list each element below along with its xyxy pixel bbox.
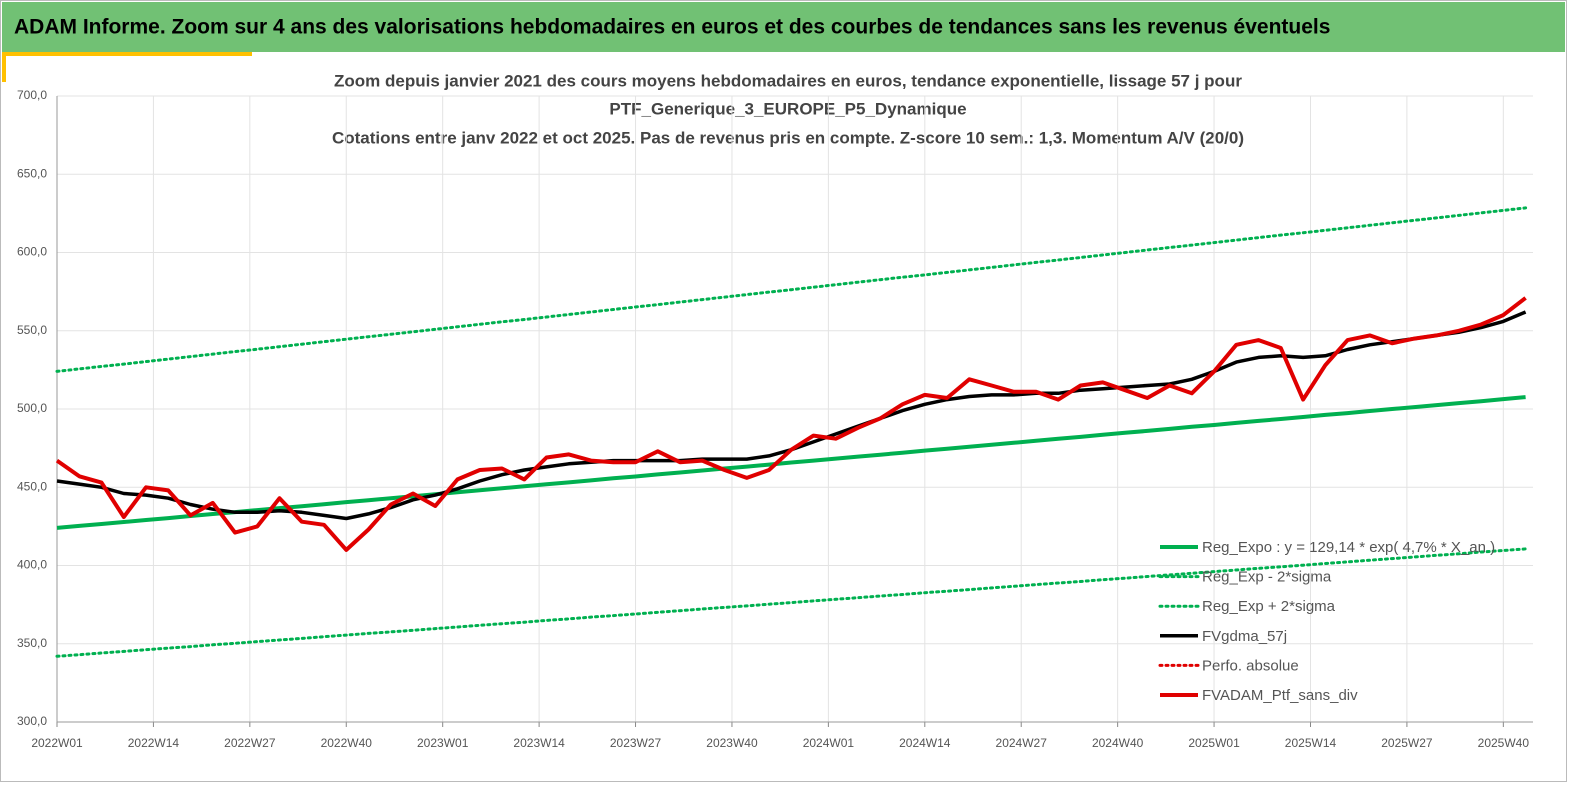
x-tick-label: 2023W27 [610, 736, 662, 750]
accent [2, 52, 6, 82]
accent [2, 52, 252, 56]
x-tick-label: 2023W14 [513, 736, 565, 750]
plot-area: 300,0 350,0 400,0 450,0 500,0 550,0 600,0 650,0… [17, 88, 1533, 750]
series-line [55, 296, 1527, 552]
x-tick-label: 2022W14 [128, 736, 180, 750]
legend-label: Reg_Exp + 2*sigma [1202, 598, 1336, 615]
legend-label: Reg_Expo : y = 129,14 * exp( 4,7% * X_an… [1202, 539, 1495, 556]
x-tick-label: 2025W01 [1188, 736, 1240, 750]
y-tick-label: 550,0 [17, 323, 47, 337]
x-tick-label: 2024W14 [899, 736, 951, 750]
series-line [55, 547, 1528, 658]
x-tick-label: 2025W14 [1285, 736, 1337, 750]
x-tick-label: 2022W40 [321, 736, 373, 750]
x-tick-label: 2025W40 [1478, 736, 1530, 750]
x-tick-label: 2022W01 [31, 736, 83, 750]
x-tick-label: 2024W01 [803, 736, 855, 750]
y-tick-label: 600,0 [17, 245, 47, 259]
y-tick-label: 450,0 [17, 479, 47, 493]
chart-title: PTF_Generique_3_EUROPE_P5_Dynamique [609, 99, 966, 118]
y-tick-label: 650,0 [17, 166, 47, 180]
x-tick-label: 2022W27 [224, 736, 276, 750]
x-tick-label: 2025W27 [1381, 736, 1433, 750]
y-tick-label: 300,0 [17, 714, 47, 728]
series-line [55, 206, 1528, 373]
header-title: ADAM Informe. Zoom sur 4 ans des valoris… [14, 16, 1330, 39]
x-tick-label: 2024W40 [1092, 736, 1144, 750]
y-tick-label: 500,0 [17, 401, 47, 415]
series-line [56, 395, 1526, 530]
legend-label: FVADAM_Ptf_sans_div [1202, 687, 1358, 704]
header-bar [2, 2, 1565, 52]
legend-label: Reg_Exp - 2*sigma [1202, 569, 1332, 586]
chart-title: Zoom depuis janvier 2021 des cours moyen… [334, 71, 1242, 90]
x-tick-label: 2023W01 [417, 736, 469, 750]
chart-title: Cotations entre janv 2022 et oct 2025. P… [332, 128, 1244, 147]
y-tick-label: 700,0 [17, 88, 47, 102]
legend-label: Perfo. absolue [1202, 657, 1299, 674]
x-tick-label: 2024W27 [996, 736, 1048, 750]
legend-label: FVgdma_57j [1202, 628, 1287, 645]
x-tick-label: 2023W40 [706, 736, 758, 750]
y-tick-label: 400,0 [17, 558, 47, 572]
y-tick-label: 350,0 [17, 636, 47, 650]
